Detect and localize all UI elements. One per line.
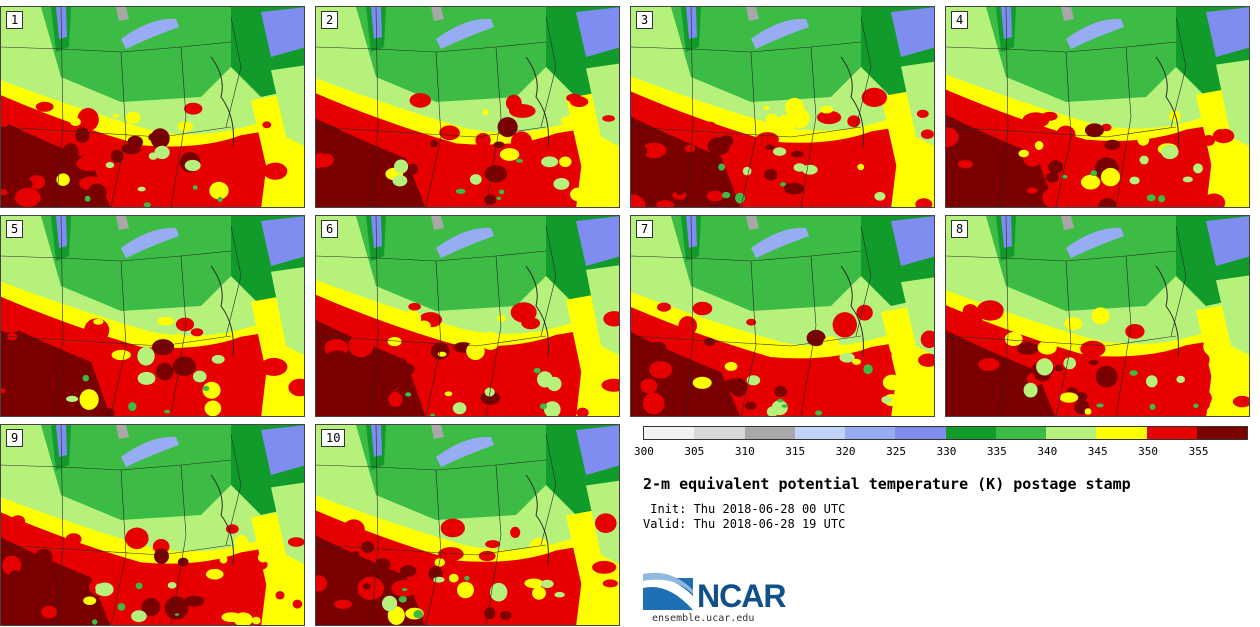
color-bar-swatch [744, 427, 795, 439]
color-bar-swatch [1196, 427, 1247, 439]
panel-number: 9 [6, 429, 24, 447]
stamp-panel-9: 9 [0, 424, 305, 626]
stamp-panel-8: 8 [945, 215, 1250, 417]
ncar-logo-icon [643, 572, 694, 610]
color-bar-labels: 300 305 310 315 320 325 330 335 340 345 350 355 [633, 445, 1260, 459]
init-time-text: Init: Thu 2018-06-28 00 UTC [650, 502, 846, 516]
panel-number: 6 [321, 220, 339, 238]
panel-number: 8 [951, 220, 969, 238]
color-bar-tick-label: 305 [684, 445, 705, 458]
stamp-panel-3: 3 [630, 6, 935, 208]
chart-title: 2-m equivalent potential temperature (K)… [643, 475, 1131, 493]
panel-number: 10 [321, 429, 346, 447]
color-bar-swatch [1046, 427, 1097, 439]
color-bar-tick-label: 330 [936, 445, 957, 458]
color-bar-tick-label: 320 [835, 445, 856, 458]
color-bar-tick-label: 350 [1138, 445, 1159, 458]
color-bar-swatch [1096, 427, 1147, 439]
color-bar-swatch [995, 427, 1046, 439]
panel-number: 4 [951, 11, 969, 29]
color-bar-tick-label: 355 [1188, 445, 1209, 458]
color-bar-swatch [794, 427, 845, 439]
stamp-panel-2: 2 [315, 6, 620, 208]
panel-number: 1 [6, 11, 24, 29]
logo-url: ensemble.ucar.edu [652, 613, 755, 624]
stamp-panel-1: 1 [0, 6, 305, 208]
color-bar-swatch [694, 427, 745, 439]
color-bar-swatch [845, 427, 896, 439]
color-bar-tick-label: 300 [634, 445, 654, 458]
color-bar-tick-label: 345 [1087, 445, 1108, 458]
color-bar-tick-label: 335 [986, 445, 1007, 458]
color-bar [643, 426, 1248, 440]
color-bar-tick-label: 315 [785, 445, 806, 458]
stamp-panel-10: 10 [315, 424, 620, 626]
stamp-panel-4: 4 [945, 6, 1250, 208]
stamp-panel-5: 5 [0, 215, 305, 417]
stamp-panel-6: 6 [315, 215, 620, 417]
logo-text: NCAR [697, 578, 786, 614]
color-bar-tick-label: 310 [734, 445, 755, 458]
color-bar-swatch [945, 427, 996, 439]
color-bar-swatch [895, 427, 946, 439]
panel-number: 5 [6, 220, 24, 238]
color-bar-swatch [644, 427, 695, 439]
panel-number: 3 [636, 11, 654, 29]
init-time: Init: Thu 2018-06-28 00 UTC [643, 502, 845, 516]
stamp-panel-7: 7 [630, 215, 935, 417]
panel-number: 2 [321, 11, 339, 29]
color-bar-tick-label: 325 [886, 445, 906, 458]
valid-time: Valid: Thu 2018-06-28 19 UTC [643, 517, 846, 531]
color-bar-swatch [1146, 427, 1197, 439]
panel-number: 7 [636, 220, 654, 238]
color-bar-tick-label: 340 [1037, 445, 1058, 458]
